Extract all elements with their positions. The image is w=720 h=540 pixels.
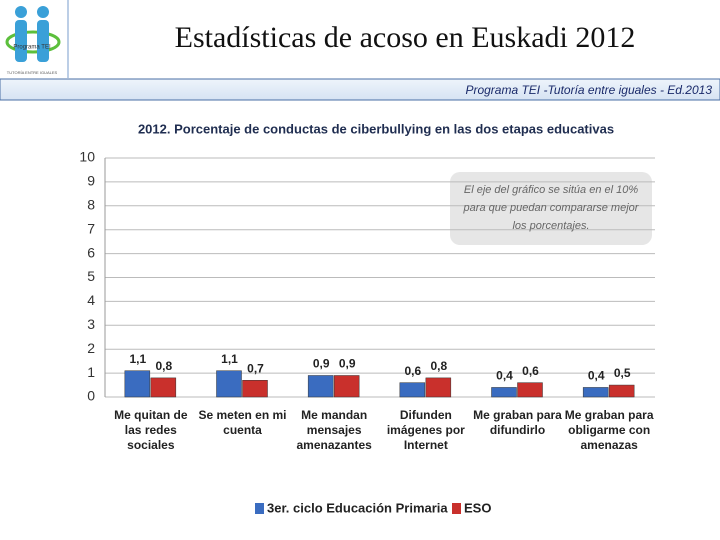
bar	[582, 387, 609, 398]
y-tick-label: 8	[87, 197, 95, 213]
y-tick-label: 0	[87, 388, 95, 404]
bar	[150, 377, 177, 398]
bar	[425, 377, 452, 398]
annotation: El eje del gráfico se sitúa en el 10% pa…	[463, 184, 639, 232]
y-tick-label: 2	[87, 340, 95, 356]
x-tick-label: Me quitan de las redes sociales	[114, 408, 188, 452]
value-label: 0,6	[522, 364, 539, 378]
x-tick-label: Me graban para difundirlo	[473, 408, 562, 437]
y-tick-label: 6	[87, 244, 95, 260]
logo-body	[15, 20, 27, 62]
x-tick-label: Se meten en mi cuenta	[198, 408, 287, 437]
value-label: 0,4	[496, 369, 513, 383]
value-label: 0,5	[614, 366, 631, 380]
logo-caption: TUTORÍA ENTRE IGUALES	[7, 70, 58, 75]
logo-text: Programa TEI	[13, 45, 51, 51]
value-label: 0,8	[155, 359, 172, 373]
bar	[333, 375, 360, 398]
chart-title: 2012. Porcentaje de conductas de ciberbu…	[138, 121, 614, 136]
x-tick-label: Me graban para obligarme con amenazas	[564, 408, 654, 452]
bar	[242, 380, 268, 398]
x-tick-label: Difunden imágenes por Internet	[386, 408, 465, 452]
value-label: 0,8	[430, 359, 447, 373]
logo-body	[37, 20, 49, 62]
legend-label: 3er. ciclo Educación Primaria	[267, 500, 448, 515]
value-label: 0,9	[339, 357, 356, 371]
annotation-box	[450, 172, 652, 245]
legend-swatch	[255, 503, 264, 514]
value-label: 1,1	[129, 352, 146, 366]
subtitle-band	[0, 78, 720, 101]
slide-subtitle: Programa TEI -Tutoría entre iguales - Ed…	[465, 83, 712, 97]
legend-swatch	[452, 503, 461, 514]
bar	[124, 370, 151, 398]
y-tick-label: 3	[87, 316, 95, 332]
value-label: 1,1	[221, 352, 238, 366]
y-tick-label: 7	[87, 220, 95, 236]
legend-label: ESO	[464, 500, 491, 515]
y-tick-label: 10	[79, 149, 95, 165]
x-tick-label: Me mandan mensajes amenazantes	[296, 408, 372, 452]
value-label: 0,4	[588, 369, 605, 383]
y-tick-label: 5	[87, 268, 95, 284]
value-label: 0,7	[247, 361, 264, 375]
y-tick-label: 9	[87, 173, 95, 189]
logo-head	[37, 6, 49, 18]
bar	[399, 382, 426, 398]
bar	[307, 375, 334, 398]
logo-ring	[5, 30, 61, 54]
logo-head	[15, 6, 27, 18]
y-tick-label: 1	[87, 364, 95, 380]
bar	[517, 382, 543, 398]
bar	[216, 370, 242, 398]
slide-title: Estadísticas de acoso en Euskadi 2012	[175, 21, 636, 54]
value-label: 0,6	[404, 364, 421, 378]
bar	[608, 384, 635, 398]
bar	[491, 387, 517, 398]
value-label: 0,9	[313, 357, 330, 371]
y-tick-label: 4	[87, 292, 95, 308]
